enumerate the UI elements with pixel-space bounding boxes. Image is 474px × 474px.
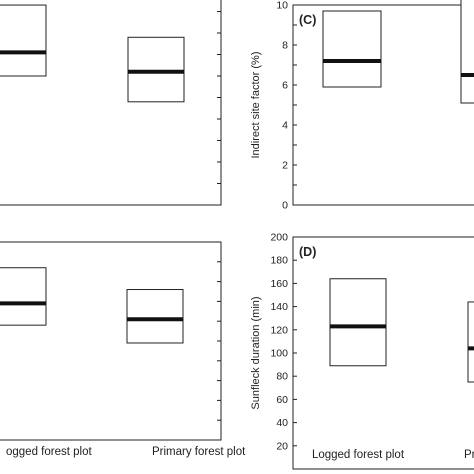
y-tick-label: 0 [282, 200, 288, 212]
y-tick-label: 20 [276, 440, 288, 452]
y-tick-label: 2 [282, 160, 288, 172]
x-tick-label: Logged forest plot [312, 449, 405, 461]
box-logged [0, 4, 47, 77]
y-tick-label: 4 [282, 120, 288, 132]
y-tick-label: 80 [276, 371, 288, 383]
y-tick-label: 160 [270, 278, 288, 290]
box-logged [322, 10, 382, 88]
panel-b: ogged forest plot Primary forest plot [0, 241, 246, 458]
y-axis-label: Indirect site factor (%) [250, 52, 262, 159]
y-axis-label: Sunfleck duration (min) [250, 296, 262, 409]
y-tick-label: 200 [270, 232, 288, 244]
box-primary [126, 289, 184, 344]
panel-label: (C) [299, 13, 316, 27]
y-tick-label: 140 [270, 301, 288, 313]
y-tick-label: 8 [282, 40, 288, 52]
y-tick-label: 60 [276, 394, 288, 406]
box-primary [460, 0, 474, 104]
y-tick-label: 10 [276, 0, 288, 12]
box-logged [0, 267, 47, 326]
y-tick-label: 180 [270, 255, 288, 267]
y-tick-label: 100 [270, 348, 288, 360]
panel-d: 20 40 60 80 100 120 140 160 180 200 Sunfleck durat… [250, 232, 474, 470]
box-primary [467, 301, 474, 383]
y-tick-label: 6 [282, 80, 288, 92]
box-logged [329, 278, 387, 367]
plot-frame [292, 4, 474, 206]
x-tick-label: Prima [464, 449, 474, 461]
panel-a [0, 0, 222, 206]
x-tick-label: ogged forest plot [6, 446, 92, 458]
panel-c: 0 2 4 6 8 10 Indirect site factor (%) (C) [250, 0, 474, 212]
panel-label: (D) [299, 245, 316, 259]
box-primary [127, 36, 185, 103]
y-tick-label: 40 [276, 417, 288, 429]
x-tick-label: Primary forest plot [152, 446, 246, 458]
y-tick-label: 120 [270, 324, 288, 336]
